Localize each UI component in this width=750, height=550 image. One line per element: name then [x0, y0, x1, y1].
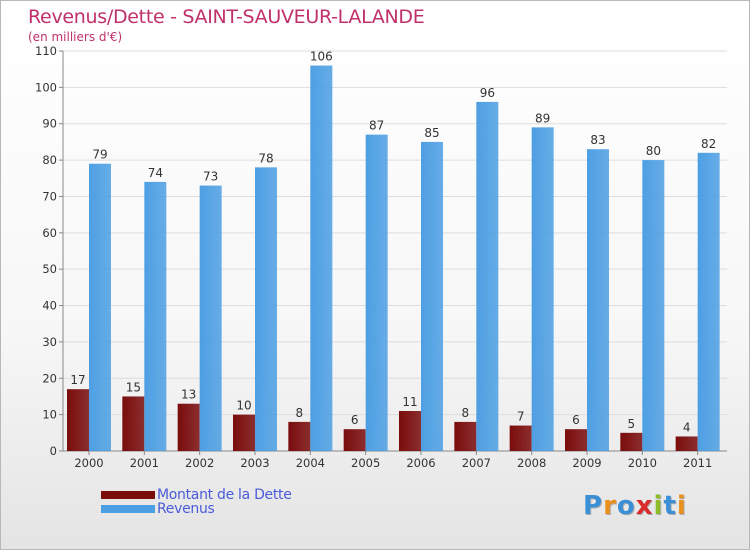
data-label-revenus-2011: 82: [701, 137, 716, 151]
logo-letter: o: [616, 491, 636, 521]
y-tick-label: 100: [35, 80, 57, 94]
proxiti-logo: Proxiti: [583, 491, 687, 521]
legend-item-dette: Montant de la Dette: [101, 487, 292, 503]
bar-dette-2000: [67, 389, 89, 451]
logo-letter: x: [635, 491, 654, 521]
legend-item-revenus: Revenus: [101, 501, 215, 517]
data-label-dette-2010: 5: [628, 417, 636, 431]
data-label-revenus-2006: 85: [424, 126, 439, 140]
bar-revenus-2009: [587, 149, 609, 451]
x-tick-label: 2004: [296, 456, 325, 470]
bars: [67, 65, 720, 452]
y-tick-label: 30: [42, 335, 57, 349]
x-tick-label: 2009: [572, 456, 601, 470]
bar-revenus-2001: [144, 181, 167, 451]
bar-revenus-2000: [89, 163, 111, 451]
bar-revenus-2011: [697, 152, 720, 451]
bar-revenus-2002: [199, 185, 222, 451]
x-tick-label: 2000: [74, 456, 103, 470]
data-label-dette-2007: 8: [462, 406, 470, 420]
bar-dette-2008: [509, 425, 532, 451]
x-tick-label: 2010: [628, 456, 657, 470]
bar-dette-2003: [233, 414, 255, 451]
x-tick-label: 2005: [351, 456, 380, 470]
legend-label-dette: Montant de la Dette: [157, 487, 292, 503]
y-tick-label: 0: [50, 444, 57, 458]
y-tick-label: 10: [42, 408, 57, 422]
chart-title: Revenus/Dette - SAINT-SAUVEUR-LALANDE: [28, 6, 425, 28]
bar-revenus-2007: [476, 101, 499, 451]
bar-dette-2001: [122, 396, 145, 451]
data-label-revenus-2007: 96: [480, 86, 495, 100]
bar-revenus-2003: [255, 167, 277, 451]
data-label-revenus-2008: 89: [535, 111, 550, 125]
bar-dette-2011: [675, 436, 698, 451]
x-tick-label: 2002: [185, 456, 214, 470]
y-tick-label: 80: [42, 153, 57, 167]
bar-dette-2004: [288, 421, 311, 451]
data-label-dette-2011: 4: [683, 420, 691, 434]
logo-letter: t: [663, 491, 677, 521]
data-label-dette-2003: 10: [236, 399, 251, 413]
data-label-revenus-2001: 74: [148, 166, 163, 180]
legend-swatch-dette: [101, 491, 155, 499]
legend-label-revenus: Revenus: [157, 501, 215, 517]
y-tick-label: 90: [42, 117, 57, 131]
data-label-dette-2006: 11: [402, 395, 417, 409]
data-label-revenus-2000: 79: [92, 148, 107, 162]
x-tick-label: 2011: [683, 456, 712, 470]
data-label-dette-2004: 8: [296, 406, 304, 420]
y-tick-label: 110: [35, 44, 57, 58]
y-tick-label: 70: [42, 189, 57, 203]
data-label-dette-2002: 13: [181, 388, 196, 402]
chart-subtitle: (en milliers d'€): [28, 30, 123, 44]
y-tick-label: 20: [42, 371, 57, 385]
x-tick-label: 2001: [130, 456, 159, 470]
data-label-revenus-2004: 106: [310, 50, 333, 64]
x-tick-label: 2007: [462, 456, 491, 470]
logo-letter: i: [653, 491, 664, 521]
y-tick-label: 40: [42, 299, 57, 313]
bar-revenus-2004: [310, 65, 333, 451]
y-tick-label: 60: [42, 226, 57, 240]
data-label-dette-2005: 6: [351, 413, 359, 427]
bar-revenus-2010: [642, 160, 665, 451]
data-label-dette-2008: 7: [517, 410, 525, 424]
bar-dette-2007: [454, 421, 477, 451]
y-tick-label: 50: [42, 262, 57, 276]
bar-revenus-2008: [531, 127, 554, 451]
data-label-dette-2001: 15: [126, 380, 141, 394]
data-label-dette-2009: 6: [572, 413, 580, 427]
logo-letter: i: [676, 491, 687, 521]
data-label-revenus-2009: 83: [590, 133, 605, 147]
logo-letter: P: [583, 491, 604, 521]
data-labels: 1779157413731078810668711858967896835804…: [70, 50, 716, 435]
bar-dette-2002: [177, 403, 200, 451]
x-tick-label: 2008: [517, 456, 546, 470]
bar-dette-2005: [343, 429, 366, 451]
bar-dette-2009: [565, 429, 587, 451]
data-label-revenus-2005: 87: [369, 119, 384, 133]
bar-dette-2006: [399, 411, 421, 451]
grid-lines: [63, 50, 727, 452]
legend-swatch-revenus: [101, 505, 155, 513]
bar-dette-2010: [620, 432, 643, 451]
x-tick-label: 2006: [406, 456, 435, 470]
bar-revenus-2006: [421, 141, 443, 451]
logo-letter: r: [603, 491, 617, 521]
data-label-dette-2000: 17: [70, 373, 85, 387]
data-label-revenus-2003: 78: [258, 151, 273, 165]
x-tick-label: 2003: [240, 456, 269, 470]
data-label-revenus-2002: 73: [203, 170, 218, 184]
axes: 0 10 20 30 40 50 60 70 80 90 100 110 2000 2001 2002 200…: [35, 44, 727, 470]
data-label-revenus-2010: 80: [646, 144, 661, 158]
bar-revenus-2005: [365, 134, 388, 452]
